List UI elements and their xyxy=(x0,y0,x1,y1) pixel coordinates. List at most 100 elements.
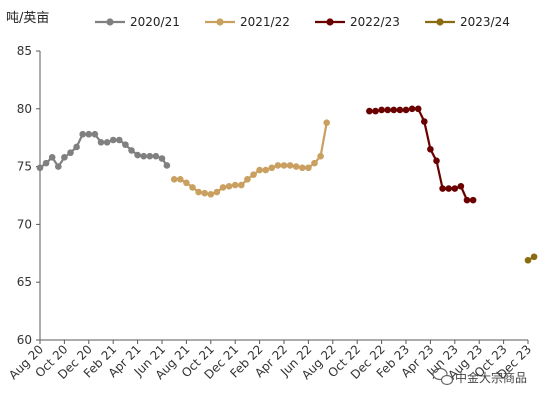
data-point xyxy=(366,107,373,115)
legend-swatch-marker xyxy=(216,18,224,26)
data-point xyxy=(414,105,422,113)
data-point xyxy=(225,182,233,190)
y-tick-label: 70 xyxy=(17,217,32,231)
data-point xyxy=(122,141,129,148)
watermark-text: 中金大宗商品 xyxy=(455,370,527,385)
data-point xyxy=(42,159,50,167)
data-point xyxy=(207,191,215,198)
data-point xyxy=(146,152,154,160)
data-point xyxy=(103,139,111,146)
series-2021-22 xyxy=(170,119,331,198)
data-point xyxy=(262,166,270,174)
data-point xyxy=(97,139,105,146)
data-point xyxy=(402,106,410,114)
data-point xyxy=(213,188,221,196)
data-point xyxy=(408,105,416,113)
legend-swatch-marker xyxy=(106,18,114,26)
data-point xyxy=(170,176,178,183)
data-point xyxy=(189,184,196,191)
data-point xyxy=(323,119,331,126)
series-line xyxy=(174,122,328,196)
series-2023-24 xyxy=(524,253,538,264)
data-point xyxy=(463,196,471,204)
data-point xyxy=(61,154,68,161)
data-point xyxy=(457,182,465,190)
data-point xyxy=(433,157,440,165)
data-point xyxy=(256,166,263,174)
data-point xyxy=(152,152,160,160)
data-point xyxy=(85,130,93,138)
data-point xyxy=(299,164,306,172)
legend-label: 2021/22 xyxy=(240,15,290,29)
data-point xyxy=(128,147,135,154)
data-point xyxy=(163,162,171,169)
legend-item: 2023/24 xyxy=(425,15,510,29)
y-tick-label: 65 xyxy=(17,275,32,289)
data-point xyxy=(421,118,428,125)
legend-swatch-marker xyxy=(436,18,444,26)
data-point xyxy=(427,145,434,153)
data-point xyxy=(158,155,166,162)
data-point xyxy=(280,162,288,169)
legend-item: 2022/23 xyxy=(315,15,400,29)
data-point xyxy=(183,179,190,187)
data-point xyxy=(55,163,62,170)
data-point xyxy=(305,164,312,172)
data-point xyxy=(36,164,44,172)
data-point xyxy=(244,176,251,183)
data-point xyxy=(469,196,477,204)
legend-swatch-marker xyxy=(326,18,334,26)
data-point xyxy=(231,181,239,189)
data-point xyxy=(524,256,532,264)
data-point xyxy=(384,106,392,114)
wechat-icon xyxy=(432,367,454,386)
legend-item: 2021/22 xyxy=(205,15,290,29)
series-2020-21 xyxy=(36,130,171,172)
data-point xyxy=(286,162,294,169)
data-point xyxy=(439,185,446,192)
data-point xyxy=(219,184,227,191)
legend: 2020/21 2021/22 2022/23 2023/24 xyxy=(95,15,510,29)
data-point xyxy=(372,107,379,115)
data-point xyxy=(109,136,117,144)
data-point xyxy=(91,130,99,138)
y-axis: 60 65 70 75 80 85 xyxy=(17,44,41,347)
data-point xyxy=(396,106,404,114)
data-point xyxy=(116,136,123,144)
series-line xyxy=(39,133,168,169)
data-point xyxy=(67,149,74,157)
data-point xyxy=(48,154,56,161)
data-point xyxy=(201,189,208,197)
series-2022-23 xyxy=(366,105,477,204)
data-point xyxy=(451,185,459,192)
data-point xyxy=(317,152,324,160)
data-point xyxy=(195,188,202,196)
y-tick-label: 80 xyxy=(17,102,32,116)
data-point xyxy=(311,159,318,167)
data-point xyxy=(274,162,282,169)
data-point xyxy=(177,176,184,183)
legend-label: 2020/21 xyxy=(130,15,180,29)
data-point xyxy=(140,152,147,160)
data-point xyxy=(268,164,276,172)
data-point xyxy=(134,151,141,159)
data-point xyxy=(238,181,245,189)
data-point xyxy=(530,253,538,261)
data-point xyxy=(292,163,300,170)
data-point xyxy=(250,171,257,178)
y-tick-label: 75 xyxy=(17,160,32,174)
legend-label: 2022/23 xyxy=(350,15,400,29)
y-tick-label: 85 xyxy=(17,44,32,58)
y-axis-unit-label: 吨/英亩 xyxy=(6,10,49,26)
data-point xyxy=(378,106,385,114)
y-tick-label: 60 xyxy=(17,333,32,347)
legend-item: 2020/21 xyxy=(95,15,180,29)
watermark: 中金大宗商品 xyxy=(432,367,527,386)
legend-label: 2023/24 xyxy=(460,15,510,29)
data-point xyxy=(390,106,398,114)
data-point xyxy=(73,143,80,151)
data-point xyxy=(79,130,86,138)
data-point xyxy=(445,185,453,192)
plot-area xyxy=(36,105,538,264)
